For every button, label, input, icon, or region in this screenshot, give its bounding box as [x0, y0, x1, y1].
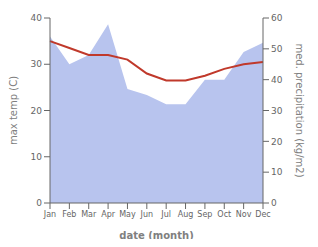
svg-text:Aug: Aug — [178, 210, 194, 219]
svg-text:Jun: Jun — [140, 210, 154, 219]
svg-text:50: 50 — [271, 44, 283, 54]
svg-text:40: 40 — [31, 13, 43, 23]
svg-text:May: May — [119, 210, 136, 219]
svg-text:date (month): date (month) — [119, 230, 193, 239]
svg-text:Feb: Feb — [62, 210, 76, 219]
svg-text:Apr: Apr — [101, 210, 116, 219]
svg-text:10: 10 — [31, 152, 43, 162]
svg-text:Nov: Nov — [236, 210, 252, 219]
svg-text:med. precipitation (kg/m2): med. precipitation (kg/m2) — [294, 43, 305, 177]
svg-text:30: 30 — [31, 59, 43, 69]
svg-text:0: 0 — [271, 198, 277, 208]
svg-text:20: 20 — [271, 137, 283, 147]
svg-text:Sep: Sep — [197, 210, 212, 219]
svg-text:Dec: Dec — [255, 210, 270, 219]
svg-text:30: 30 — [271, 106, 283, 116]
svg-text:10: 10 — [271, 167, 283, 177]
svg-text:40: 40 — [271, 75, 283, 85]
svg-text:max temp (C): max temp (C) — [8, 76, 19, 145]
svg-text:20: 20 — [31, 106, 43, 116]
svg-text:Jan: Jan — [43, 210, 56, 219]
svg-text:Oct: Oct — [217, 210, 231, 219]
svg-text:0: 0 — [36, 198, 42, 208]
svg-text:Jul: Jul — [160, 210, 171, 219]
svg-text:60: 60 — [271, 13, 283, 23]
svg-text:Mar: Mar — [81, 210, 97, 219]
